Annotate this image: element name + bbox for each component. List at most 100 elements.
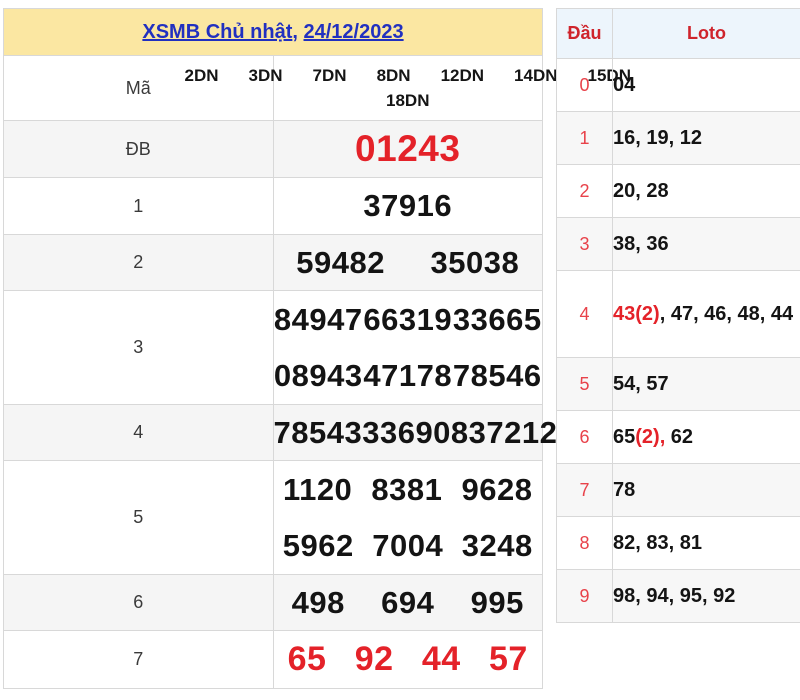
prize-number: 65	[287, 640, 327, 678]
prize-row-label: ĐB	[3, 120, 274, 178]
prize-number: 57	[489, 640, 528, 678]
prize-number: 47178	[363, 357, 453, 393]
ma-code: 3DN	[248, 65, 283, 85]
loto-row-8: 8 82, 83, 81	[556, 516, 800, 570]
loto-values: 20, 28	[612, 164, 800, 218]
prize-numbers: 01243	[272, 120, 543, 178]
loto-row-7: 7 78	[556, 463, 800, 517]
dau-value: 2	[556, 164, 613, 218]
prize-number: 8381	[371, 471, 443, 507]
prize-number: 9083	[415, 414, 487, 450]
loto-row-4: 4 43(2), 47, 46, 48, 44	[556, 270, 800, 358]
ma-row-label: Mã	[3, 55, 274, 121]
prize-number: 44	[421, 640, 461, 678]
ma-code: 8DN	[376, 65, 411, 85]
loto-values: 04	[612, 58, 800, 112]
prize-numbers: 65 92 44 57	[272, 630, 543, 689]
loto-part: 82, 83, 81	[613, 532, 702, 554]
prize-row-label: 2	[3, 234, 274, 291]
loto-part: 98, 94, 95, 92	[613, 585, 736, 607]
loto-values: 38, 36	[612, 217, 800, 271]
loto-row-2: 2 20, 28	[556, 164, 800, 218]
loto-part: 16, 19, 12	[613, 127, 702, 149]
dau-value: 3	[556, 217, 613, 271]
loto-row-5: 5 54, 57	[556, 357, 800, 411]
ma-code: 14DN	[514, 65, 558, 85]
loto-values: 98, 94, 95, 92	[612, 569, 800, 623]
prize-number: 7004	[372, 527, 444, 563]
prize-number: 33665	[452, 301, 542, 337]
prize-number: 1120	[283, 471, 353, 507]
prize-row-label: 3	[3, 290, 274, 405]
loto-part-highlighted: 43(2)	[613, 303, 660, 325]
dau-value: 4	[556, 270, 613, 358]
prize-row-label: 6	[3, 574, 274, 631]
prize-row-label: 7	[3, 630, 274, 689]
prize-row-5: 5 1120 8381 9628 5962 7004 3248	[3, 460, 543, 575]
draw-date-link[interactable]: 24/12/2023	[303, 20, 404, 43]
draw-name-link[interactable]: XSMB Chủ nhật	[142, 20, 293, 43]
ma-code: 2DN	[184, 65, 219, 85]
loto-part: , 47, 46, 48, 44	[659, 303, 794, 325]
dau-value: 1	[556, 111, 613, 165]
dau-value: 9	[556, 569, 613, 623]
results-table: XSMB Chủ nhật, 24/12/2023 Mã 2DN 3DN 7DN…	[3, 8, 631, 689]
ma-code: 18DN	[386, 90, 430, 110]
prize-row-label: 4	[3, 404, 274, 461]
loto-part: 20, 28	[613, 180, 669, 202]
prize-row-7: 7 65 92 44 57	[3, 630, 543, 689]
prize-number: 35038	[430, 244, 520, 280]
loto-part: 65	[613, 426, 636, 448]
prize-number: 7212	[486, 414, 558, 450]
loto-part: 38, 36	[613, 233, 669, 255]
prize-number: 3248	[461, 527, 533, 563]
prize-number: 78546	[452, 357, 542, 393]
prize-number: 995	[470, 584, 524, 620]
prize-number: 9628	[461, 471, 533, 507]
prize-row-label: 5	[3, 460, 274, 575]
prize-numbers: 1120 8381 9628 5962 7004 3248	[272, 460, 543, 575]
dau-value: 0	[556, 58, 613, 112]
ma-codes-line1: 2DN 3DN 7DN 8DN 12DN 14DN 15DN	[185, 65, 631, 86]
prize-number: 3336	[344, 414, 416, 450]
loto-part: 62	[665, 426, 694, 448]
prize-number: 01243	[355, 128, 461, 169]
prize-numbers: 37916	[272, 177, 543, 235]
title-separator: ,	[292, 20, 304, 43]
loto-row-6: 6 65(2), 62	[556, 410, 800, 464]
prize-number: 84947	[273, 301, 363, 337]
ma-codes-line2: 18DN	[274, 91, 543, 111]
loto-values: 82, 83, 81	[612, 516, 800, 570]
loto-part: 04	[613, 74, 636, 96]
prize-number: 498	[291, 584, 345, 620]
prize-number: 66319	[363, 301, 453, 337]
ma-code: 12DN	[440, 65, 485, 85]
ma-code: 7DN	[312, 65, 347, 85]
draw-title: XSMB Chủ nhật, 24/12/2023	[3, 8, 543, 56]
loto-row-0: 0 04	[556, 58, 800, 112]
loto-part: 78	[613, 479, 636, 501]
loto-part-highlighted: (2),	[635, 426, 666, 448]
prize-number: 92	[354, 640, 394, 678]
title-row: XSMB Chủ nhật, 24/12/2023	[3, 8, 543, 56]
dau-value: 8	[556, 516, 613, 570]
prize-numbers: 7854 3336 9083 7212	[272, 404, 557, 461]
prize-row-3: 3 84947 66319 33665 08943 47178 78546	[3, 290, 543, 405]
loto-row-3: 3 38, 36	[556, 217, 800, 271]
dau-header: Đầu	[556, 8, 613, 59]
prize-row-1: 1 37916	[3, 177, 543, 235]
prize-number: 08943	[273, 357, 363, 393]
prize-number: 59482	[296, 244, 385, 280]
prize-numbers: 498 694 995	[272, 574, 543, 631]
ma-row: Mã 2DN 3DN 7DN 8DN 12DN 14DN 15DN 18DN	[3, 55, 631, 121]
loto-values: 54, 57	[612, 357, 800, 411]
prize-number: 694	[381, 584, 435, 620]
ma-row-codes: 2DN 3DN 7DN 8DN 12DN 14DN 15DN 18DN	[185, 55, 631, 121]
loto-table: Đầu Loto 0 04 1 16, 19, 12 2 20, 28 3 38…	[556, 8, 800, 623]
loto-row-9: 9 98, 94, 95, 92	[556, 569, 800, 623]
prize-number: 37916	[363, 188, 453, 223]
loto-values: 16, 19, 12	[612, 111, 800, 165]
prize-row-2: 2 59482 35038	[3, 234, 543, 291]
dau-value: 7	[556, 463, 613, 517]
prize-numbers: 59482 35038	[272, 234, 543, 291]
